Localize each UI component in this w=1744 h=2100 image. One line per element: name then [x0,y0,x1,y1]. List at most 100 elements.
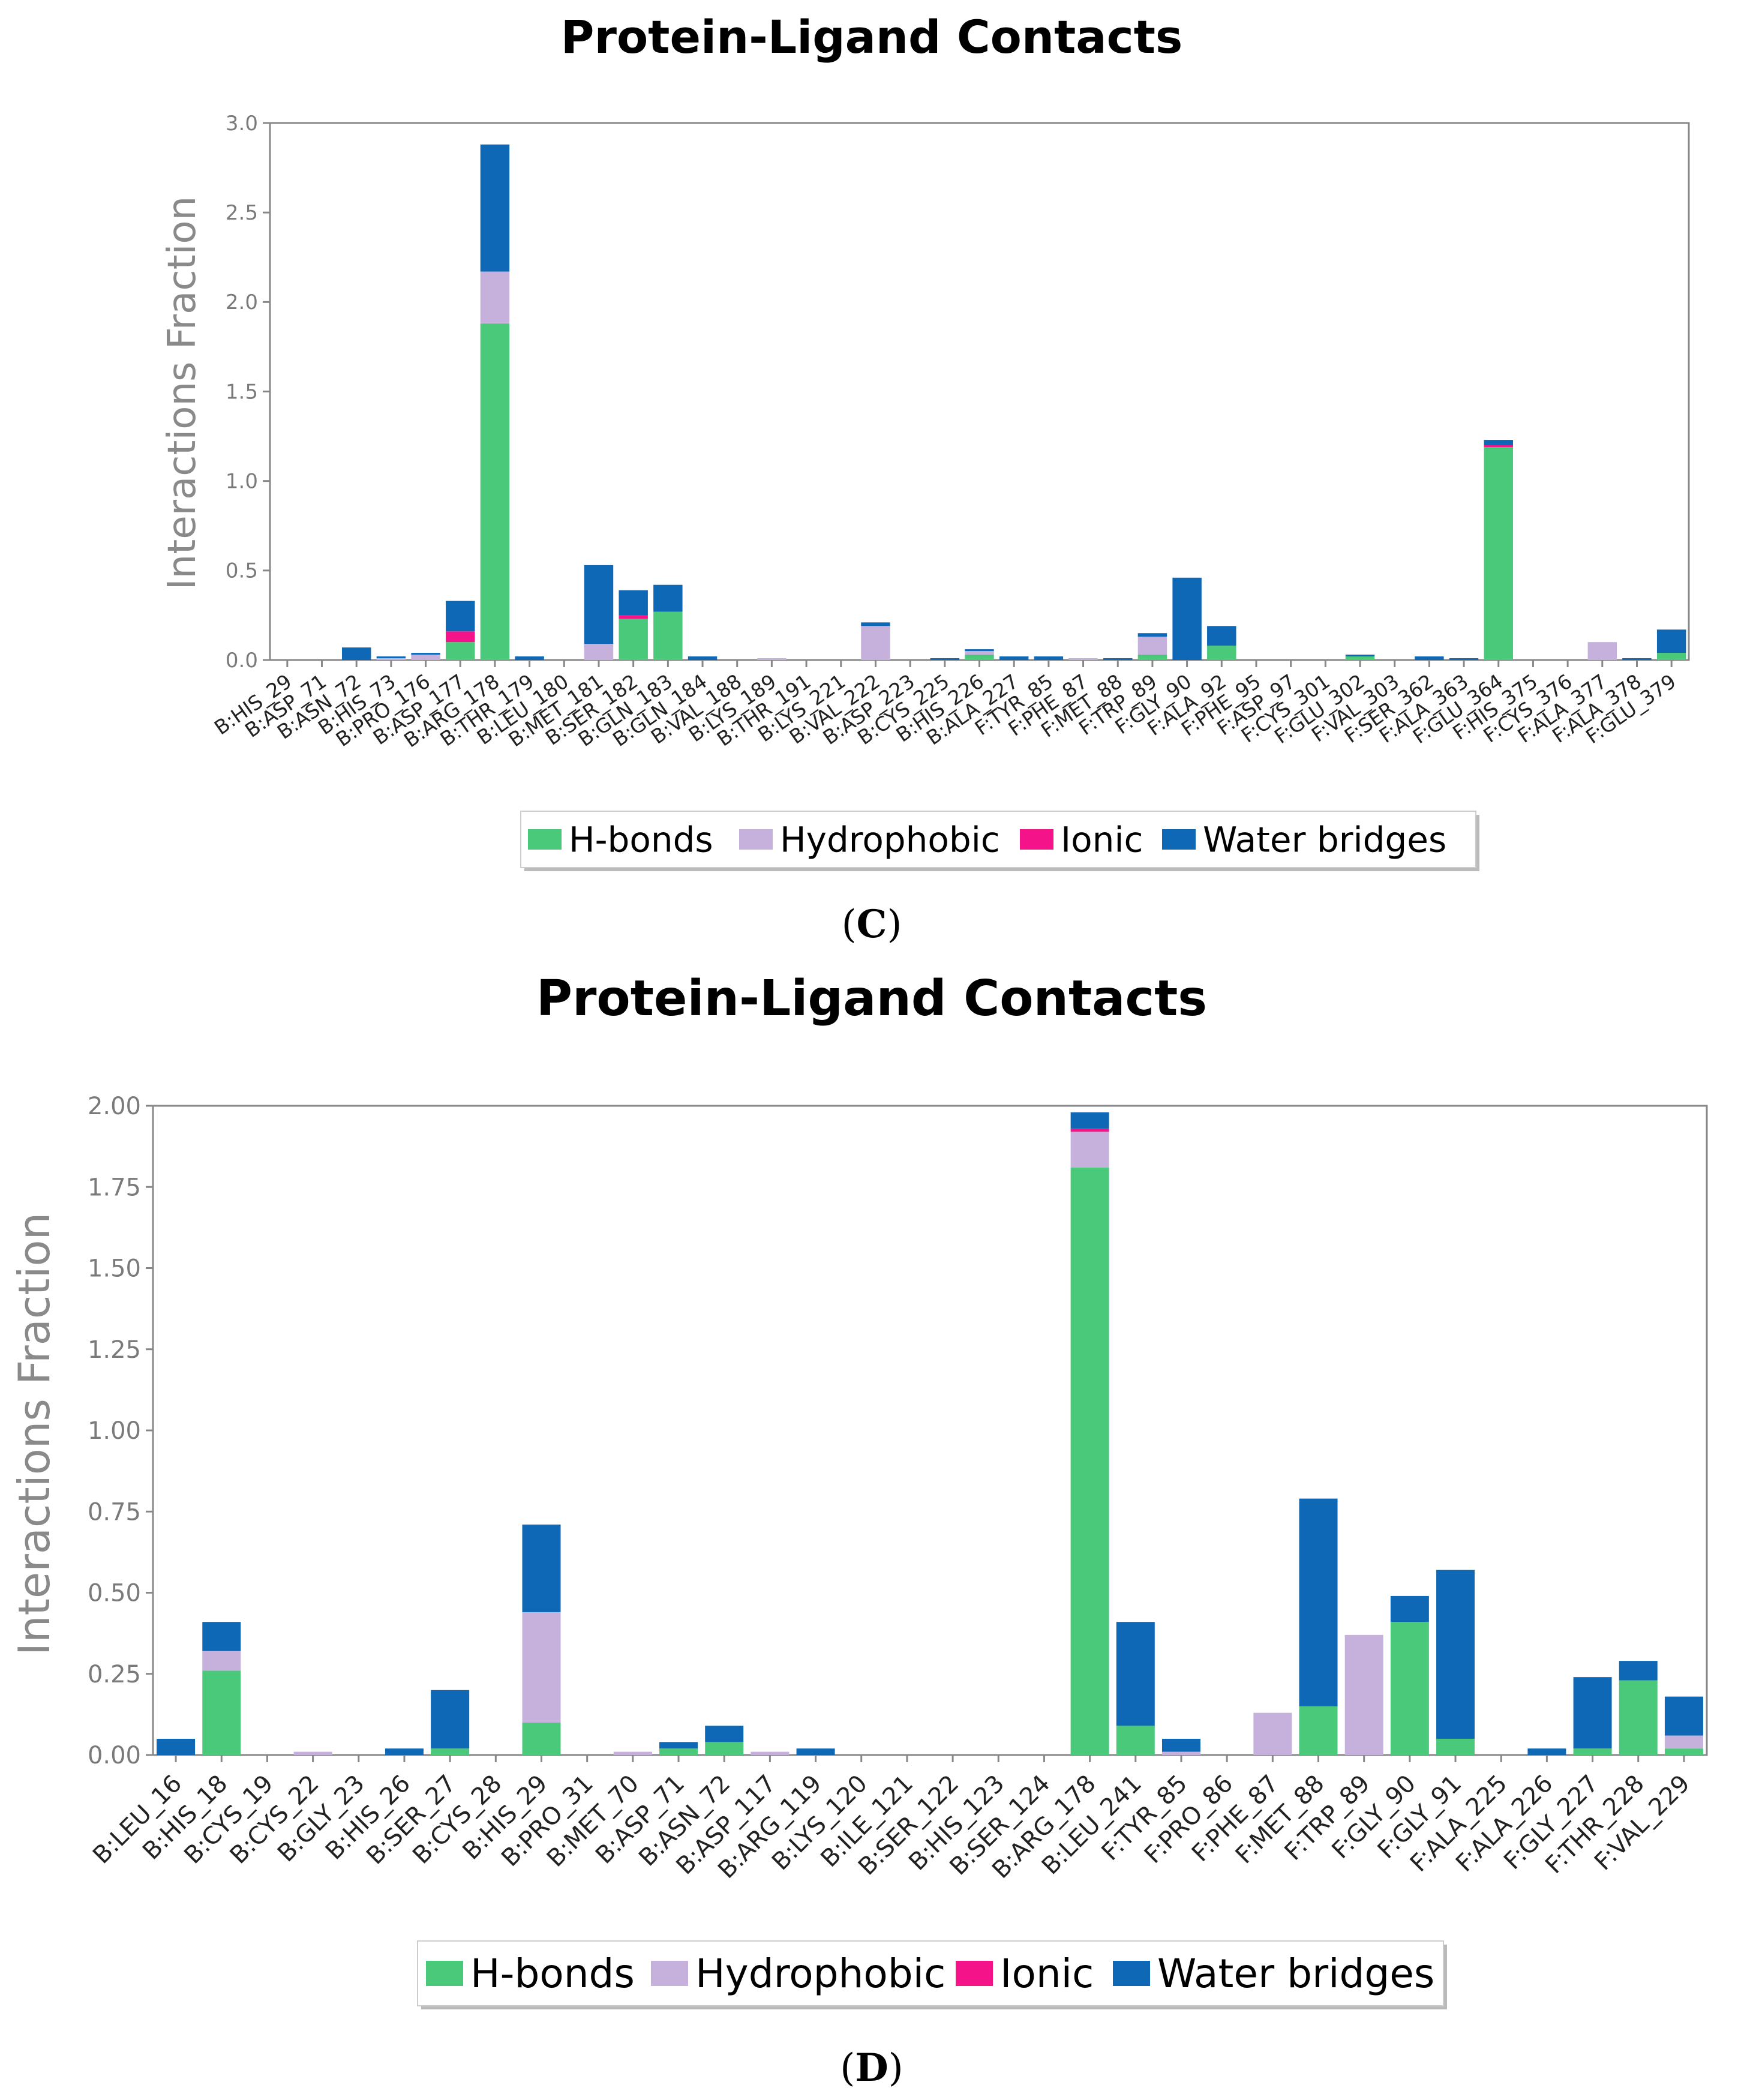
bar-h-bonds-f-gly-91 [1436,1738,1475,1755]
chart-title: Protein-Ligand Contacts [536,970,1207,1027]
y-tick-label: 0.50 [88,1580,141,1607]
legend-swatch-ionic [1020,829,1053,850]
bar-hydrophobic-f-ala-377 [1587,642,1617,660]
bar-water-bridges-f-glu-302 [1345,655,1375,657]
panel-label-open-paren: ( [842,902,857,947]
bar-water-bridges-f-gly-91 [1436,1570,1475,1739]
bar-hydrophobic-b-his-29 [522,1612,561,1723]
bar-h-bonds-b-his-29 [522,1722,561,1755]
bar-hydrophobic-b-his-73 [376,658,406,660]
bar-hydrophobic-b-pro-176 [411,655,440,660]
bar-water-bridges-f-met-88 [1299,1498,1338,1706]
bar-h-bonds-f-thr-228 [1619,1680,1658,1755]
bar-water-bridges-f-ser-362 [1415,656,1444,660]
bar-water-bridges-f-gly-90 [1172,577,1202,660]
bar-hydrophobic-b-lys-189 [757,658,787,660]
plot-area: 0.00.51.01.52.02.53.0B:HIS_29B:ASP_71B:A… [210,112,1690,752]
bar-hydrophobic-b-met-181 [584,644,614,660]
bar-water-bridges-b-ser-182 [619,590,648,616]
legend-swatch-water-bridges [1162,829,1196,850]
bar-water-bridges-b-asn-72 [705,1726,744,1742]
bar-water-bridges-b-leu-241 [1116,1622,1155,1726]
bar-water-bridges-f-trp-89 [1137,633,1167,637]
legend-swatch-h-bonds [528,829,562,850]
y-tick-label: 1.25 [88,1336,141,1364]
legend-box [417,1940,1444,2006]
legend: H-bonds Hydrophobic Ionic Water bridges [417,1940,1447,2009]
bar-water-bridges-b-his-73 [376,656,406,659]
y-tick-label: 0.0 [226,649,258,673]
bar-water-bridges-b-asp-71 [659,1742,698,1749]
bar-water-bridges-b-ser-27 [431,1690,470,1749]
bar-h-bonds-f-ala-92 [1207,646,1236,660]
y-tick-label: 1.5 [226,380,258,404]
bar-hydrophobic-f-trp-89 [1344,1634,1383,1755]
y-tick-label: 0.00 [88,1742,141,1769]
y-tick-label: 0.5 [226,559,258,583]
bar-water-bridges-f-glu-379 [1656,629,1686,653]
legend-swatch-water-bridges [1113,1961,1150,1986]
bar-h-bonds-b-his-226 [965,655,994,660]
bar-hydrophobic-b-arg-178 [480,271,510,324]
legend-label-water-bridges: Water bridges [1203,819,1446,860]
bar-ionic-f-glu-364 [1484,445,1513,447]
bar-hydrophobic-f-phe-87 [1253,1712,1292,1755]
bar-water-bridges-b-arg-178 [480,144,510,272]
bar-hydrophobic-b-met-70 [613,1751,652,1755]
chart-panel-d: Protein-Ligand Contacts Interactions Fra… [9,970,1708,2090]
bar-water-bridges-b-leu-16 [157,1738,196,1755]
plot-area: 0.000.250.500.751.001.251.501.752.00B:LE… [88,1093,1708,1884]
legend-label-h-bonds: H-bonds [569,819,713,860]
bar-ionic-b-asp-177 [446,631,475,643]
panel-label-letter: D [855,2045,888,2090]
bar-water-bridges-b-his-26 [385,1748,424,1755]
bar-h-bonds-b-asp-71 [659,1748,698,1755]
chart-title: Protein-Ligand Contacts [561,10,1182,64]
legend-box [520,811,1476,868]
bar-water-bridges-f-glu-364 [1484,440,1513,445]
bar-water-bridges-b-his-226 [965,649,994,652]
y-axis-label: Interactions Fraction [9,1213,59,1655]
bar-water-bridges-f-ala-92 [1207,626,1236,646]
bar-water-bridges-b-arg-178 [1070,1112,1109,1129]
y-tick-label: 1.50 [88,1255,141,1283]
bar-ionic-b-ser-182 [619,615,648,619]
bar-h-bonds-f-gly-90 [1390,1622,1429,1755]
legend-swatch-h-bonds [426,1961,463,1986]
bar-water-bridges-f-ala-363 [1449,658,1479,660]
panel-label-close-paren: ) [887,902,902,947]
y-tick-label: 1.0 [226,470,258,494]
bar-h-bonds-b-asn-72 [705,1742,744,1755]
bar-water-bridges-b-gln-184 [688,656,718,660]
bar-water-bridges-f-tyr-85 [1034,656,1064,660]
bar-water-bridges-f-gly-90 [1390,1595,1429,1622]
bar-hydrophobic-b-val-222 [861,626,890,660]
bar-h-bonds-b-arg-178 [480,323,510,660]
bar-water-bridges-b-his-29 [522,1524,561,1612]
bar-h-bonds-f-met-88 [1299,1706,1338,1755]
legend-label-water-bridges: Water bridges [1157,1951,1434,1997]
y-tick-label: 0.25 [88,1661,141,1688]
bar-water-bridges-b-ala-227 [999,656,1029,660]
legend-label-hydrophobic: Hydrophobic [695,1951,945,1997]
bar-h-bonds-f-glu-364 [1484,446,1513,660]
legend-label-hydrophobic: Hydrophobic [780,819,1000,860]
bar-h-bonds-f-glu-379 [1656,653,1686,660]
bar-water-bridges-b-asn-72 [341,647,371,660]
legend-swatch-ionic [956,1961,993,1986]
bar-hydrophobic-b-asp-117 [751,1751,790,1755]
legend-label-ionic: Ionic [1000,1951,1094,1997]
bar-water-bridges-b-asp-177 [446,601,475,632]
panel-label-letter: C [857,902,887,947]
legend-label-ionic: Ionic [1061,819,1143,860]
bar-hydrophobic-f-tyr-85 [1161,1751,1200,1755]
bar-hydrophobic-f-trp-89 [1137,637,1167,655]
bar-water-bridges-b-his-18 [202,1622,241,1651]
bar-water-bridges-f-gly-227 [1573,1677,1612,1749]
bar-h-bonds-f-trp-89 [1137,655,1167,660]
bar-h-bonds-f-glu-302 [1345,656,1375,660]
y-tick-label: 1.00 [88,1417,141,1445]
bar-water-bridges-f-val-229 [1664,1696,1703,1736]
y-tick-label: 3.0 [226,112,258,136]
